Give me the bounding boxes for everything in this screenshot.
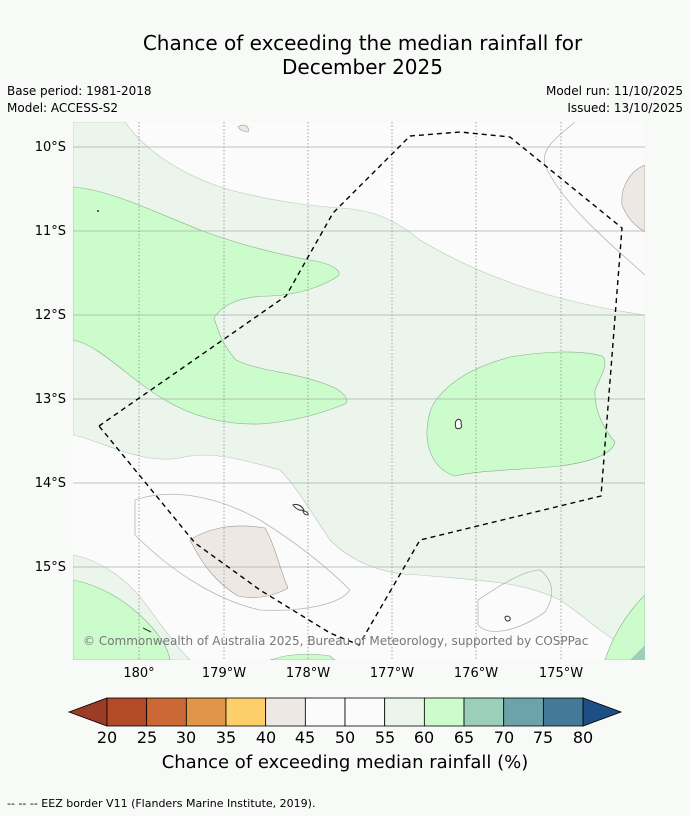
lat-label: 15°S: [35, 560, 66, 575]
band-60-65-southeast: [604, 594, 645, 660]
lon-label: 180°: [123, 666, 154, 681]
run-info: Model run: 11/10/2025 Issued: 13/10/2025: [546, 83, 683, 117]
band-40-45-northeast: [621, 164, 645, 233]
eez-legend-note: -- -- -- EEZ border V11 (Flanders Marine…: [7, 797, 316, 810]
colorbar-segment: [542, 697, 584, 727]
colorbar-segment: [304, 697, 346, 727]
contour-line-northeast: [543, 122, 645, 276]
colorbar-tick: 45: [294, 728, 316, 747]
latitude-axis-labels: 10°S 11°S 12°S 13°S 14°S 15°S: [35, 140, 66, 575]
band-65-70-corner: [630, 645, 645, 660]
longitude-gridlines: [138, 122, 562, 660]
latitude-gridlines: [73, 146, 645, 568]
colorbar-segment: [344, 697, 386, 727]
band-40-45-west: [189, 525, 289, 598]
band-60-65-southwest: [73, 579, 171, 660]
eez-border: [97, 131, 623, 646]
map-body: © Commonwealth of Australia 2025, Bureau…: [73, 122, 645, 660]
colorbar-tick: 55: [374, 728, 396, 747]
colorbar-tick: 65: [453, 728, 475, 747]
colorbar-segment: [185, 697, 227, 727]
colorbar-tick: 80: [572, 728, 594, 747]
lat-label: 12°S: [35, 308, 66, 323]
model-name: Model: ACCESS-S2: [7, 101, 119, 115]
colorbar-over-triangle: [582, 697, 623, 727]
colorbar-segment: [106, 697, 148, 727]
longitude-axis-labels: 180° 179°W 178°W 177°W 176°W 175°W: [123, 666, 583, 681]
colorbar-segment: [503, 697, 544, 727]
band-60-65-south: [269, 653, 336, 660]
island-west: [292, 503, 309, 516]
lon-label: 179°W: [202, 666, 246, 681]
lat-label: 10°S: [35, 140, 66, 155]
colorbar: [67, 697, 623, 727]
band-60-65-center: [426, 351, 616, 477]
contour-line-southeast: [477, 569, 553, 632]
lon-label: 178°W: [286, 666, 330, 681]
island-southeast: [504, 615, 511, 622]
lon-label: 175°W: [539, 666, 583, 681]
lat-label: 11°S: [35, 224, 66, 239]
colorbar-segment: [423, 697, 465, 727]
colorbar-tick: 70: [493, 728, 515, 747]
colorbar-under-triangle: [67, 697, 108, 727]
colorbar-tick: 30: [175, 728, 197, 747]
issued-date: Issued: 13/10/2025: [567, 101, 683, 115]
model-info: Base period: 1981-2018 Model: ACCESS-S2: [7, 83, 152, 117]
colorbar-tick: 50: [334, 728, 356, 747]
chart-title: Chance of exceeding the median rainfall …: [0, 31, 690, 79]
lat-label: 13°S: [35, 392, 66, 407]
colorbar-segment: [265, 697, 306, 727]
title-line-2: December 2025: [282, 55, 443, 79]
base-period: Base period: 1981-2018: [7, 84, 152, 98]
lon-label: 177°W: [370, 666, 414, 681]
colorbar-segment: [463, 697, 505, 727]
contour-line-south: [134, 493, 351, 611]
lon-label: 176°W: [454, 666, 498, 681]
model-run: Model run: 11/10/2025: [545, 84, 683, 98]
colorbar-tick: 75: [532, 728, 554, 747]
island-southwest: [142, 627, 152, 633]
colorbar-segment: [225, 697, 267, 727]
colorbar-tick: 60: [413, 728, 435, 747]
colorbar-title: Chance of exceeding median rainfall (%): [161, 752, 529, 773]
colorbar-segment: [146, 697, 187, 727]
copyright-notice: © Commonwealth of Australia 2025, Bureau…: [83, 634, 588, 648]
colorbar-tick: 25: [136, 728, 158, 747]
colorbar-tick: 20: [96, 728, 118, 747]
colorbar-tick: 35: [215, 728, 237, 747]
colorbar-segment: [384, 697, 425, 727]
island-northwest: [97, 210, 99, 212]
contour-island-notch: [237, 124, 249, 133]
title-line-1: Chance of exceeding the median rainfall …: [142, 31, 583, 55]
lat-label: 14°S: [35, 476, 66, 491]
colorbar-tick: 40: [255, 728, 277, 747]
island-center: [454, 418, 463, 430]
